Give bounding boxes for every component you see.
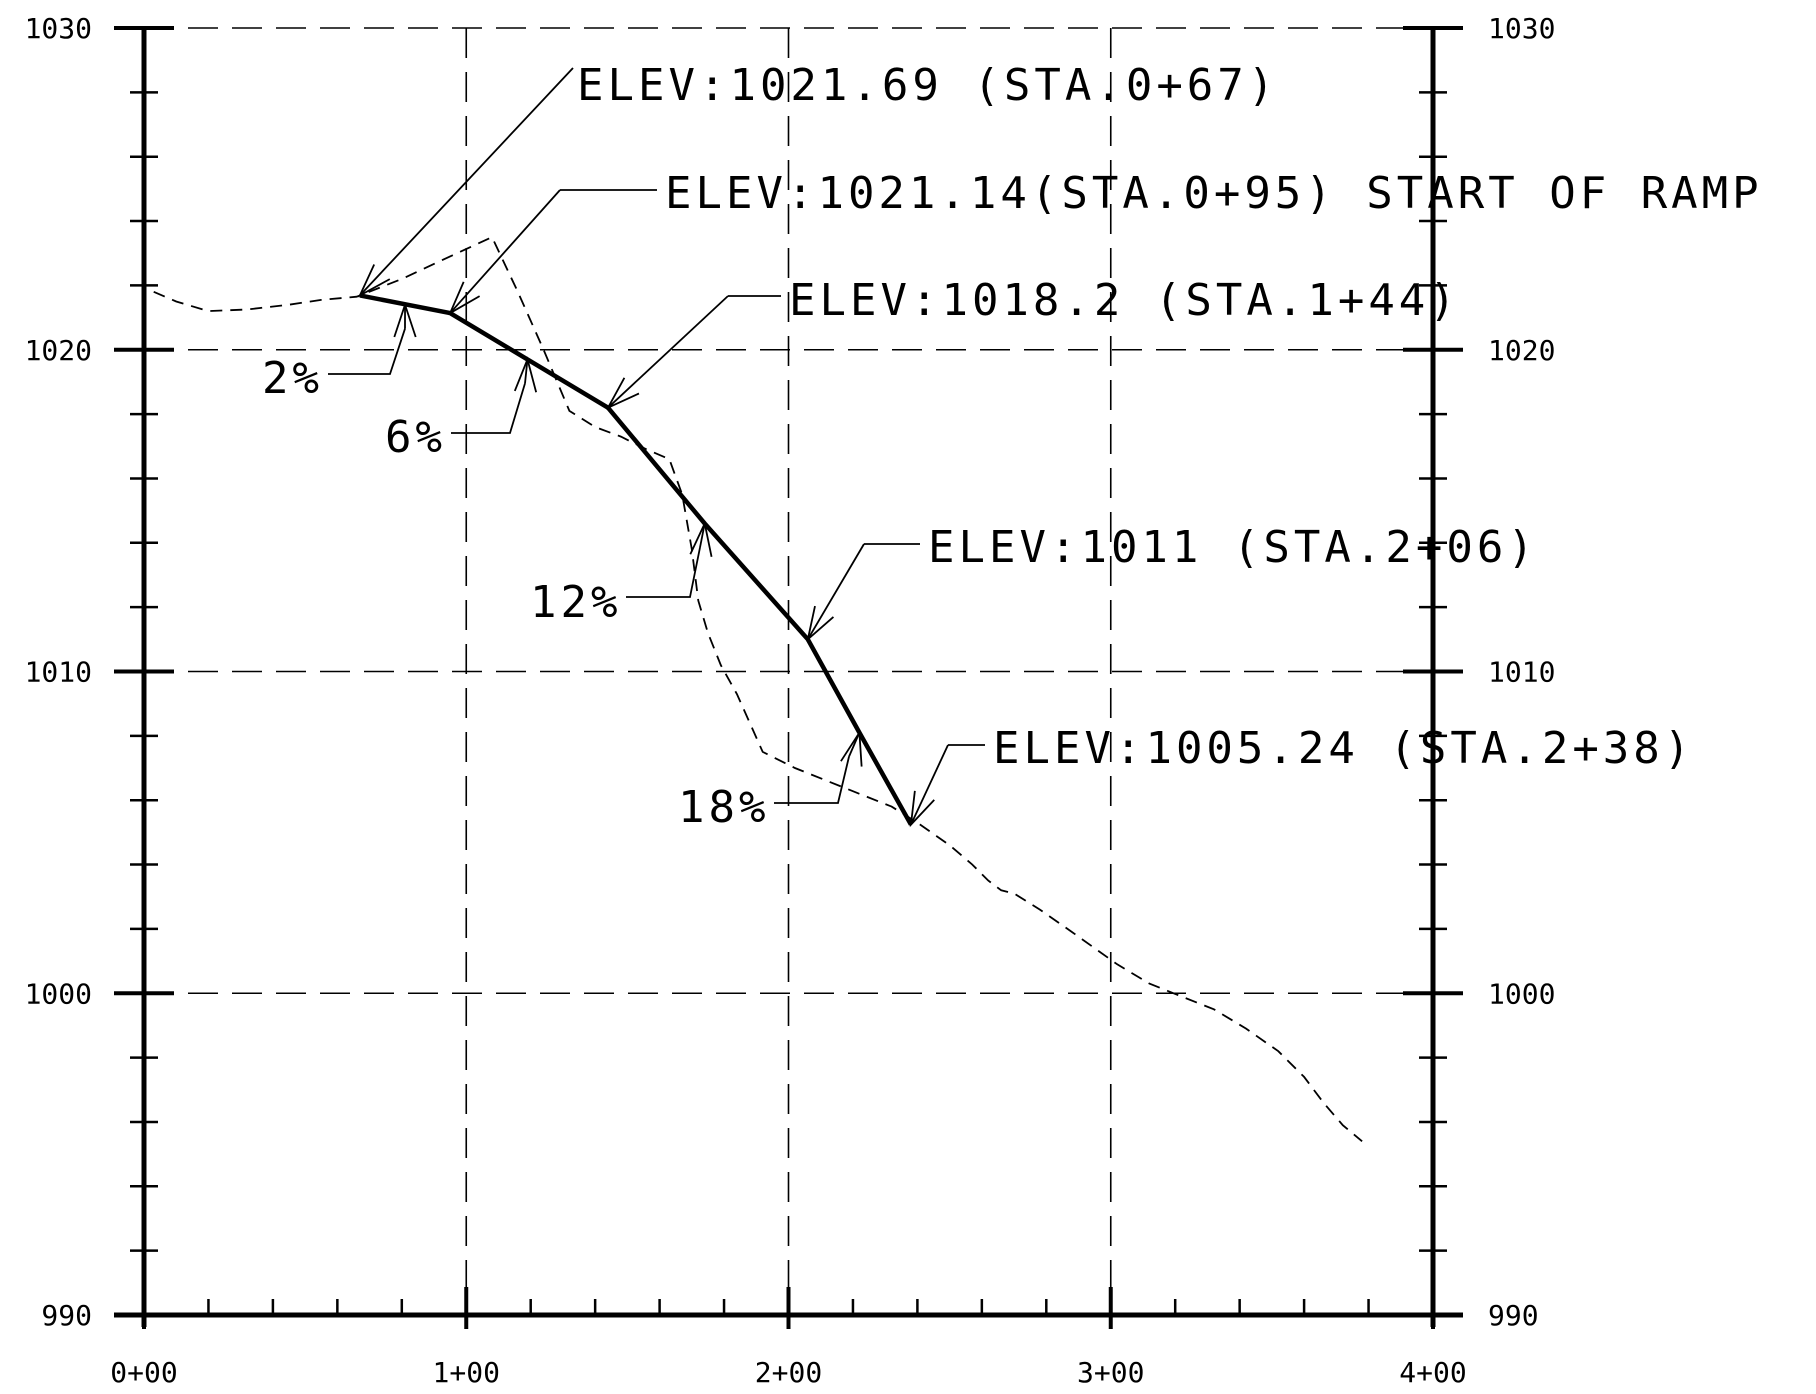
y-tick-label-left: 1000: [25, 977, 92, 1010]
slope-label: 2%: [262, 353, 323, 404]
slope-leader-tip: [699, 523, 706, 548]
x-tick-label: 1+00: [433, 1356, 500, 1389]
slope-leader: [774, 756, 850, 804]
slope-leader: [328, 328, 406, 375]
slope-label: 6%: [385, 412, 446, 463]
leader-line: [607, 295, 729, 409]
y-tick-label-right: 1020: [1488, 334, 1555, 367]
x-tick-label: 2+00: [755, 1356, 822, 1389]
elevation-annotation: ELEV:1021.69 (STA.0+67): [577, 60, 1278, 111]
arrow-head: [448, 281, 481, 316]
elevation-annotation: ELEV:1021.14(STA.0+95) START OF RAMP: [665, 168, 1763, 219]
existing-ground-line: [153, 235, 1363, 1142]
leader-line: [910, 744, 949, 826]
elevation-annotation: ELEV:1018.2 (STA.1+44): [789, 275, 1460, 326]
slope-leader: [451, 383, 526, 434]
y-tick-label-right: 1000: [1488, 977, 1555, 1010]
leader-line: [449, 189, 561, 314]
arrow-head: [513, 356, 538, 393]
x-tick-label: 0+00: [110, 1356, 177, 1389]
elevation-annotation: ELEV:1011 (STA.2+06): [928, 522, 1538, 573]
slope-label: 18%: [678, 782, 769, 833]
y-tick-label-left: 1020: [25, 334, 92, 367]
slope-leader-tip: [524, 359, 529, 384]
arrow-head: [357, 264, 391, 298]
axes: 990 990 1000 1000 1010 1010 1020 1020 1030 1030 0+…: [25, 12, 1556, 1389]
leader-line: [807, 543, 865, 640]
grid-lines: [143, 27, 1434, 1316]
arrow-head: [605, 377, 640, 410]
leader-line: [359, 67, 574, 296]
series-lines: [153, 235, 1363, 1142]
elevation-annotation: ELEV:1005.24 (STA.2+38): [993, 723, 1694, 774]
annotations: ELEV:1021.69 (STA.0+67) ELEV:1021.14(STA.…: [262, 60, 1763, 833]
x-tick-label: 3+00: [1077, 1356, 1144, 1389]
arrow-head: [909, 790, 935, 828]
arrow-head: [806, 605, 835, 642]
slope-leader: [626, 547, 701, 598]
x-tick-label: 4+00: [1399, 1356, 1466, 1389]
ramp-profile-line: [359, 293, 913, 826]
arrow-head: [840, 729, 863, 767]
y-tick-label-left: 1030: [25, 12, 92, 45]
y-tick-label-right: 990: [1488, 1299, 1539, 1332]
y-tick-label-right: 1030: [1488, 12, 1555, 45]
y-tick-label-right: 1010: [1488, 656, 1555, 689]
arrow-head: [393, 301, 417, 338]
slope-label: 12%: [530, 577, 621, 628]
y-tick-label-left: 1010: [25, 656, 92, 689]
arrow-head: [689, 520, 713, 557]
y-tick-label-left: 990: [41, 1299, 92, 1332]
